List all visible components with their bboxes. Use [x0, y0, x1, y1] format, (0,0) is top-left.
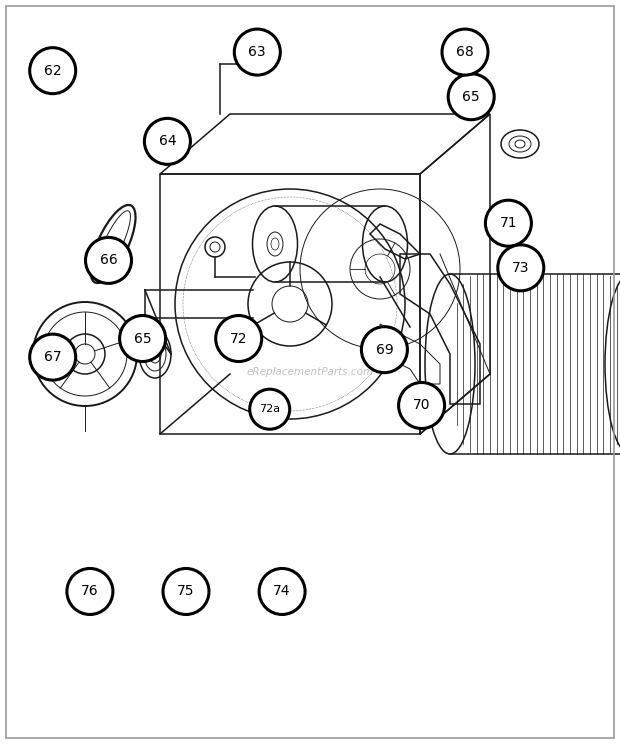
Circle shape	[485, 200, 531, 246]
Text: eReplacementParts.com: eReplacementParts.com	[246, 367, 374, 377]
Text: 71: 71	[500, 217, 517, 230]
Text: 70: 70	[413, 399, 430, 412]
Text: 65: 65	[134, 332, 151, 345]
Circle shape	[442, 29, 488, 75]
Circle shape	[498, 245, 544, 291]
Circle shape	[250, 389, 290, 429]
Circle shape	[163, 568, 209, 615]
Text: 75: 75	[177, 585, 195, 598]
Circle shape	[448, 74, 494, 120]
Circle shape	[144, 118, 190, 164]
Circle shape	[86, 237, 131, 283]
Text: 63: 63	[249, 45, 266, 59]
Text: 72a: 72a	[259, 404, 280, 414]
Circle shape	[30, 334, 76, 380]
Text: 64: 64	[159, 135, 176, 148]
Circle shape	[361, 327, 407, 373]
Circle shape	[234, 29, 280, 75]
Text: 76: 76	[81, 585, 99, 598]
Text: 69: 69	[376, 343, 393, 356]
Circle shape	[399, 382, 445, 429]
Text: 73: 73	[512, 261, 529, 275]
Text: 62: 62	[44, 64, 61, 77]
Circle shape	[30, 48, 76, 94]
Circle shape	[67, 568, 113, 615]
Circle shape	[120, 315, 166, 362]
Text: 72: 72	[230, 332, 247, 345]
Text: 67: 67	[44, 350, 61, 364]
Circle shape	[259, 568, 305, 615]
Text: 65: 65	[463, 90, 480, 103]
Circle shape	[216, 315, 262, 362]
Text: 74: 74	[273, 585, 291, 598]
Text: 66: 66	[100, 254, 117, 267]
Text: 68: 68	[456, 45, 474, 59]
